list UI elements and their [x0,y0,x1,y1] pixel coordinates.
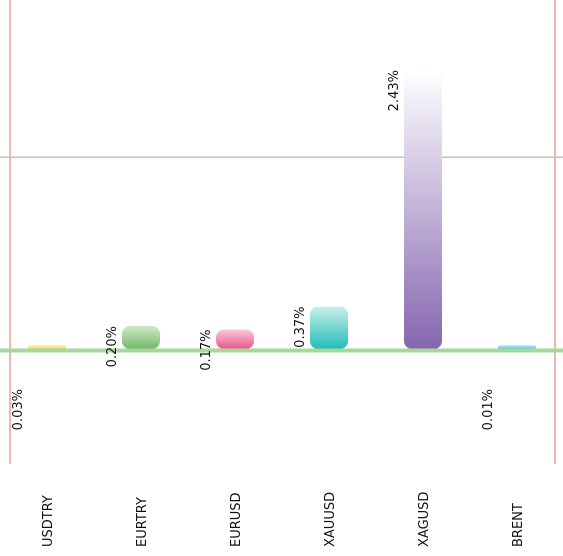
bar-usdtry [28,345,66,349]
category-label-eurtry: EURTRY [135,497,150,547]
category-label-xauusd: XAUUSD [323,492,338,547]
category-label-usdtry: USDTRY [41,495,56,547]
bar-eurusd [216,329,254,349]
bar-eurtry [122,326,160,349]
category-label-eurusd: EURUSD [229,492,244,547]
value-label-eurtry: 0.20% [105,326,120,367]
value-label-eurusd: 0.17% [199,329,214,370]
value-label-usdtry: 0.03% [11,389,26,430]
category-label-brent: BRENT [511,503,526,547]
value-label-xagusd: 2.43% [387,70,402,111]
value-label-brent: 0.01% [481,389,496,430]
bar-xauusd [310,306,348,349]
category-label-xagusd: XAGUSD [417,492,432,547]
bar-xagusd [404,70,442,349]
value-label-xauusd: 0.37% [293,307,308,348]
bar-brent [498,345,536,349]
